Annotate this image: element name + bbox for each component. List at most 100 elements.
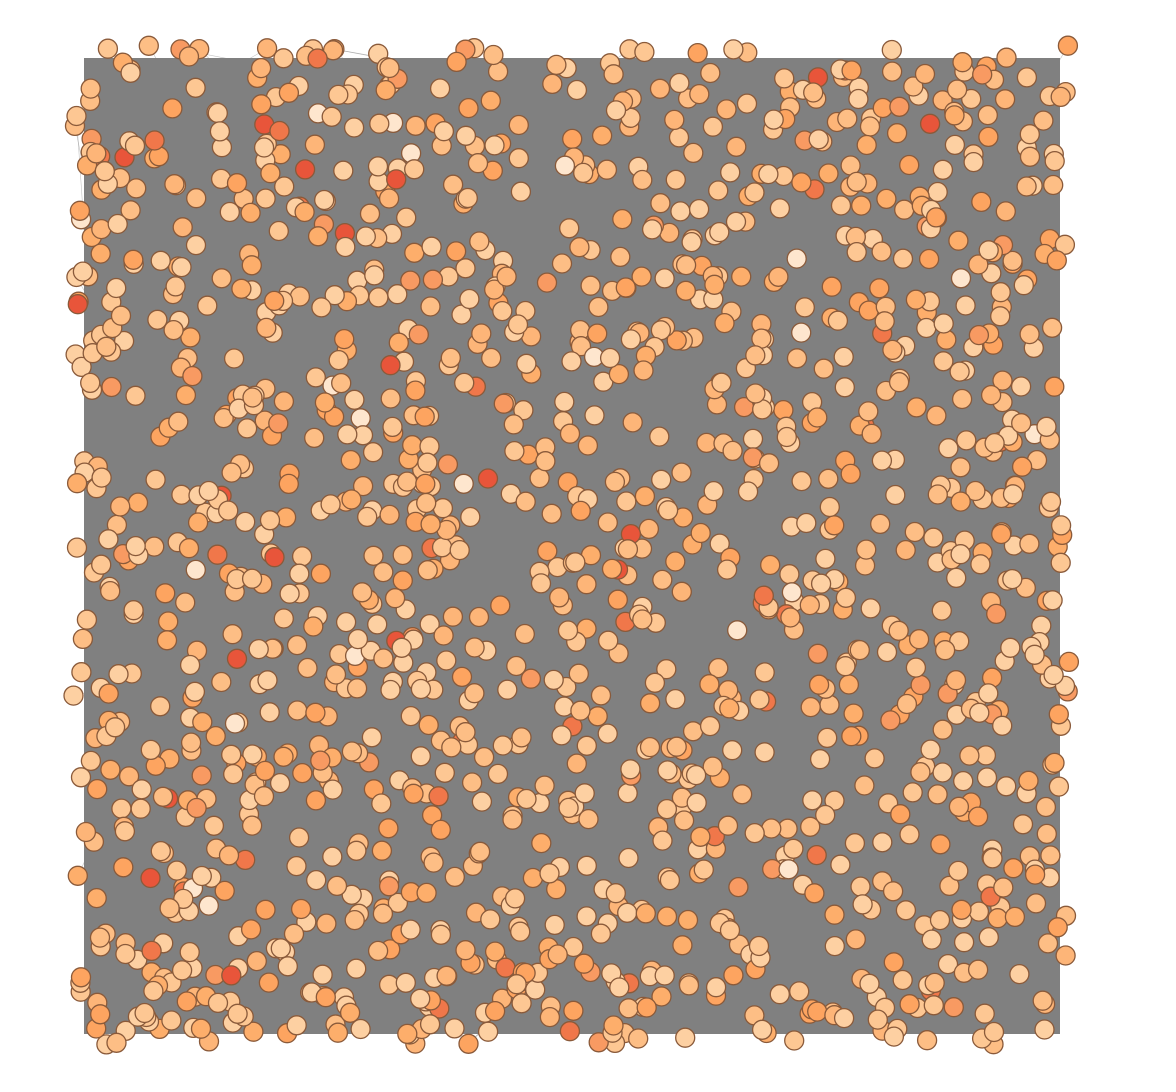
node (566, 79, 588, 101)
node (895, 539, 916, 561)
node (480, 90, 501, 111)
node (744, 822, 765, 844)
node (396, 207, 417, 228)
node (113, 857, 134, 878)
node (633, 360, 654, 381)
node (573, 953, 595, 974)
node (753, 585, 774, 606)
node (250, 57, 272, 79)
node (784, 1030, 805, 1051)
node (869, 278, 890, 299)
node (1013, 275, 1034, 296)
node (468, 606, 490, 628)
node (94, 161, 115, 182)
node (307, 226, 329, 247)
node (90, 1004, 111, 1025)
node (125, 385, 146, 406)
node (351, 582, 373, 603)
node (391, 637, 412, 658)
node (484, 135, 505, 156)
node-layer (63, 35, 1080, 1055)
node (544, 914, 565, 936)
node (66, 105, 87, 127)
node (796, 512, 817, 534)
node (652, 830, 673, 851)
node (580, 275, 601, 296)
node (622, 412, 643, 433)
node (745, 383, 766, 404)
node (541, 503, 562, 524)
node (371, 840, 393, 861)
node (569, 237, 590, 258)
node (617, 539, 639, 560)
node (1024, 864, 1046, 885)
node (415, 473, 436, 495)
node (1002, 484, 1024, 505)
node (91, 554, 112, 575)
node (948, 796, 970, 817)
node (933, 351, 954, 372)
node (260, 163, 281, 184)
node (636, 997, 657, 1018)
node (559, 218, 580, 239)
node (375, 79, 396, 101)
node (334, 328, 355, 350)
node (916, 317, 937, 339)
node (596, 159, 618, 180)
node (806, 844, 827, 866)
node (89, 927, 111, 948)
node (923, 995, 944, 1016)
node (644, 672, 666, 693)
node (846, 241, 867, 263)
node (303, 616, 324, 637)
node (634, 41, 655, 63)
node (186, 797, 207, 819)
node (670, 201, 691, 222)
node (191, 765, 212, 786)
node (902, 782, 923, 803)
node (322, 779, 343, 800)
node (306, 869, 327, 891)
node (178, 46, 200, 67)
node (235, 511, 256, 533)
node (175, 384, 197, 406)
node (270, 938, 291, 959)
node (916, 1030, 938, 1051)
node (995, 201, 1016, 222)
node (511, 727, 532, 748)
node (185, 559, 206, 581)
node (659, 870, 681, 891)
node (751, 328, 772, 349)
node (484, 1000, 506, 1022)
node (607, 589, 628, 610)
node (323, 406, 345, 427)
node (446, 51, 467, 73)
node (616, 491, 637, 512)
node (304, 427, 325, 449)
node (506, 655, 527, 677)
node (888, 620, 909, 641)
node (454, 372, 475, 394)
node (1004, 906, 1026, 928)
node (290, 898, 312, 920)
node (744, 182, 765, 203)
node (888, 372, 910, 393)
node (150, 840, 171, 862)
node (80, 372, 101, 394)
node (369, 113, 390, 134)
node (559, 423, 581, 444)
node (268, 220, 289, 242)
node (156, 630, 178, 651)
node (830, 854, 851, 875)
node (754, 662, 775, 683)
node (241, 815, 263, 836)
node (789, 981, 810, 1002)
node (269, 772, 291, 794)
node (198, 895, 219, 916)
node (883, 1026, 905, 1047)
node (591, 125, 613, 146)
node (307, 48, 328, 69)
node (551, 253, 573, 274)
node (838, 674, 860, 695)
